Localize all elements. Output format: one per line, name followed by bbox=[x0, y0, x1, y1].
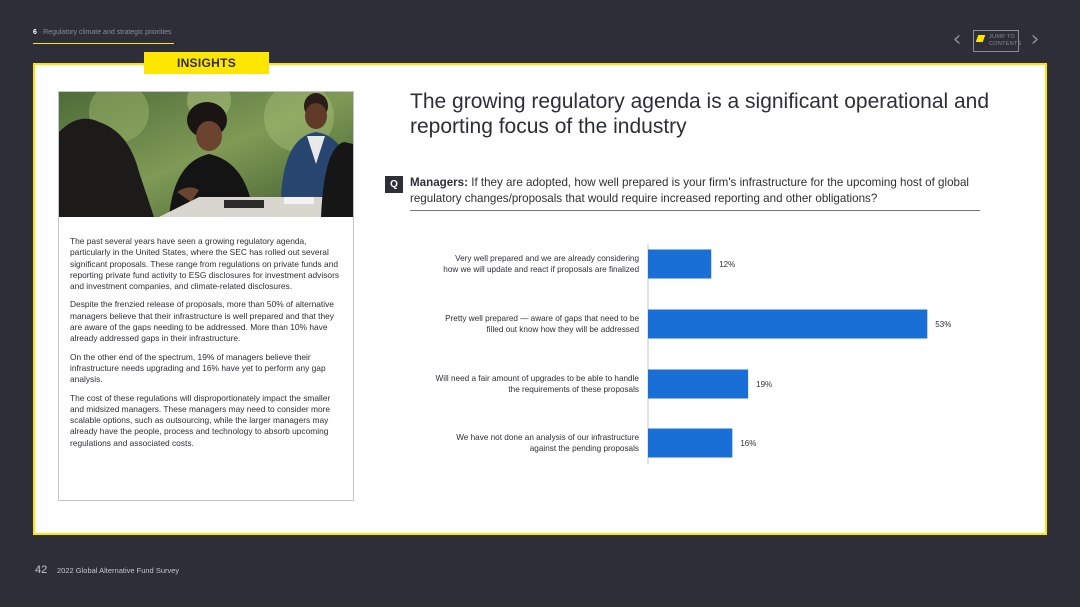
bar-value-label: 16% bbox=[740, 439, 756, 448]
section-number: 6 bbox=[33, 29, 37, 36]
insights-tag: INSIGHTS bbox=[144, 52, 269, 74]
meeting-photo bbox=[59, 92, 353, 217]
category-label: Very well prepared and we are already co… bbox=[455, 254, 639, 263]
insight-card: The past several years have seen a growi… bbox=[58, 91, 354, 501]
question-divider bbox=[410, 210, 980, 211]
category-label: We have not done an analysis of our infr… bbox=[456, 433, 639, 442]
breadcrumb-underline bbox=[33, 43, 174, 44]
chart-bar bbox=[648, 369, 749, 399]
page-title: The growing regulatory agenda is a signi… bbox=[410, 90, 990, 138]
insight-paragraph: Despite the frenzied release of proposal… bbox=[70, 299, 334, 344]
chevron-right-icon[interactable]: › bbox=[1030, 27, 1040, 52]
jump-to-contents-button[interactable]: JUMP TO CONTENTS bbox=[973, 30, 1022, 52]
category-label: the requirements of these proposals bbox=[508, 385, 639, 394]
survey-question: Managers: If they are adopted, how well … bbox=[410, 175, 980, 206]
category-label: Will need a fair amount of upgrades to b… bbox=[436, 374, 640, 383]
publication-title: 2022 Global Alternative Fund Survey bbox=[57, 566, 180, 575]
bar-chart-svg: 12% Very well prepared and we are already… bbox=[436, 244, 951, 464]
insight-paragraph: The past several years have seen a growi… bbox=[70, 236, 340, 292]
category-label: how we will update and react if proposal… bbox=[443, 265, 639, 274]
question-text: If they are adopted, how well prepared i… bbox=[410, 176, 969, 205]
chart-bar bbox=[648, 249, 712, 279]
question-lead: Managers: bbox=[410, 176, 468, 189]
category-label: Pretty well prepared — aware of gaps tha… bbox=[445, 314, 639, 323]
bar-value-label: 19% bbox=[756, 380, 772, 389]
chart-bar bbox=[648, 309, 928, 339]
chart-bar bbox=[648, 428, 733, 458]
insight-paragraph: The cost of these regulations will dispr… bbox=[70, 392, 331, 448]
jump-label: JUMP TO CONTENTS bbox=[989, 34, 1022, 47]
insight-text: The past several years have seen a growi… bbox=[70, 236, 345, 456]
chevron-left-icon[interactable]: ‹ bbox=[952, 27, 962, 52]
question-badge: Q bbox=[385, 176, 403, 193]
insight-paragraph: On the other end of the spectrum, 19% of… bbox=[70, 351, 326, 385]
arrow-icon bbox=[975, 35, 986, 42]
category-label: against the pending proposals bbox=[530, 444, 639, 453]
preparedness-chart: 12% Very well prepared and we are already… bbox=[400, 238, 1000, 475]
bar-value-label: 12% bbox=[719, 260, 735, 269]
category-label: filled out know how they will be address… bbox=[487, 325, 640, 334]
section-title: Regulatory climate and strategic priorit… bbox=[43, 29, 172, 36]
breadcrumb[interactable]: 6 · Regulatory climate and strategic pri… bbox=[33, 29, 172, 36]
bar-value-label: 53% bbox=[935, 320, 951, 329]
page-number: 42 bbox=[35, 564, 48, 576]
